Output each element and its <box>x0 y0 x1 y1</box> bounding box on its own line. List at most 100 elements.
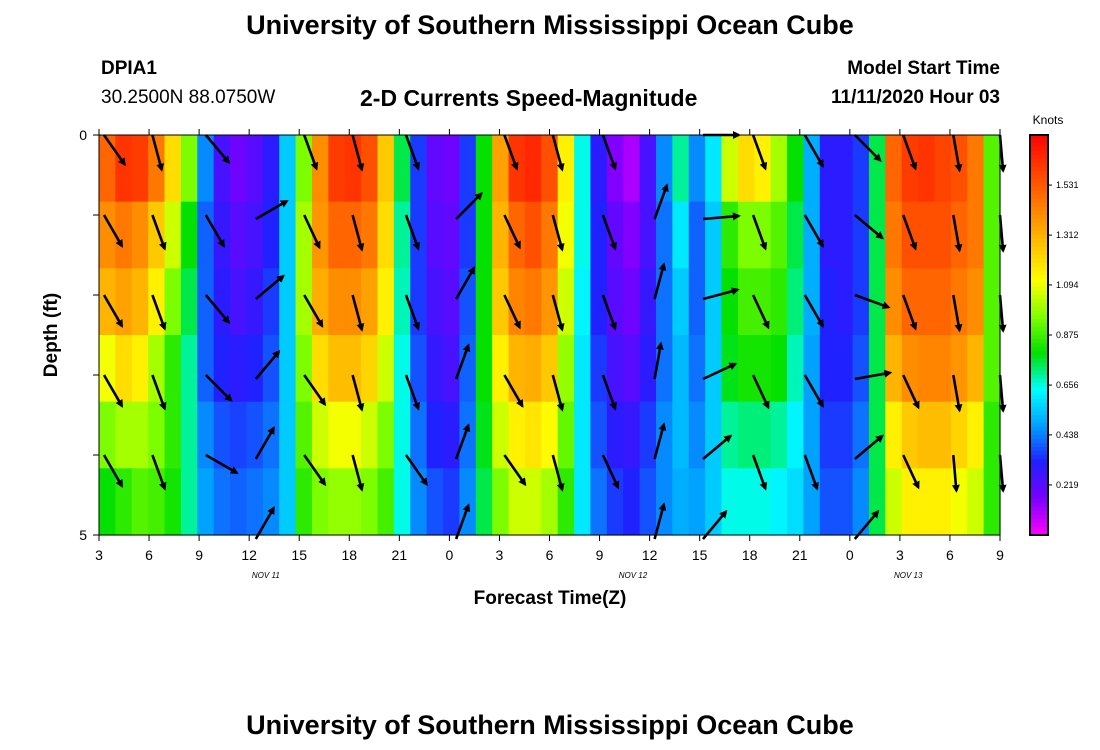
heatmap-cell <box>721 135 739 203</box>
heatmap-cell <box>508 468 526 536</box>
heatmap-cell <box>950 268 968 336</box>
current-arrow <box>702 509 728 540</box>
heatmap-cell <box>574 268 592 336</box>
heatmap-cell <box>180 468 198 536</box>
current-arrow <box>951 454 960 493</box>
heatmap-cell <box>213 401 231 469</box>
heatmap-cell <box>918 335 936 403</box>
heatmap-cell <box>983 468 1001 536</box>
colorbar-segment <box>1030 303 1048 308</box>
heatmap-cell <box>508 201 526 269</box>
heatmap-cell <box>606 201 624 269</box>
colorbar-segment <box>1030 531 1048 536</box>
current-arrow <box>601 294 617 331</box>
heatmap-cell <box>852 201 870 269</box>
heatmap-cell <box>819 401 837 469</box>
colorbar-segment <box>1030 375 1048 380</box>
heatmap-cell <box>705 468 723 536</box>
heatmap-cell <box>901 268 919 336</box>
colorbar-segment <box>1030 327 1048 332</box>
heatmap-cell <box>459 201 477 269</box>
heatmap-cell <box>213 135 231 203</box>
colorbar-segment <box>1030 399 1048 404</box>
colorbar-segment <box>1030 479 1048 484</box>
colorbar-segment <box>1030 463 1048 468</box>
heatmap-cell <box>230 401 248 469</box>
current-arrow <box>303 214 321 250</box>
heatmap-cell <box>426 268 444 336</box>
colorbar-segment <box>1030 235 1048 240</box>
heatmap-cell <box>590 201 608 269</box>
current-arrow <box>853 509 880 540</box>
colorbar-segment <box>1030 451 1048 456</box>
colorbar-segment <box>1030 499 1048 504</box>
colorbar-segment <box>1030 419 1048 424</box>
colorbar-segment <box>1030 243 1048 248</box>
heatmap-cell <box>410 401 428 469</box>
current-arrow <box>901 214 918 251</box>
colorbar-segment <box>1030 407 1048 412</box>
current-arrow <box>151 214 167 251</box>
colorbar-segment <box>1030 267 1048 272</box>
heatmap-cell <box>541 468 559 536</box>
heatmap-cell <box>770 135 788 203</box>
current-arrow <box>454 503 471 540</box>
heatmap-cell <box>148 468 166 536</box>
heatmap-cell <box>967 468 985 536</box>
colorbar-segment <box>1030 519 1048 524</box>
heatmap-cell <box>262 268 280 336</box>
heatmap-cell <box>688 201 706 269</box>
heatmap-cell <box>803 268 821 336</box>
heatmap-cell <box>672 268 690 336</box>
plot-title: 2-D Currents Speed-Magnitude <box>360 85 698 111</box>
colorbar-segment <box>1030 307 1048 312</box>
heatmap-cell <box>361 401 379 469</box>
x-tick-label: 18 <box>742 547 758 563</box>
heatmap-cell <box>311 135 329 203</box>
heatmap-cell <box>508 401 526 469</box>
heatmap-cell <box>410 468 428 536</box>
current-arrow <box>404 374 421 411</box>
colorbar-segment <box>1030 435 1048 440</box>
heatmap-cell <box>721 201 739 269</box>
colorbar-segment <box>1030 223 1048 228</box>
colorbar-segment <box>1030 171 1048 176</box>
heatmap-cell <box>443 401 460 469</box>
current-arrow <box>503 214 521 250</box>
date-label: NOV 11 <box>252 571 280 580</box>
heatmap-cell <box>197 401 215 469</box>
current-arrow <box>102 374 124 408</box>
colorbar-segment <box>1030 403 1048 408</box>
heatmap-cell <box>557 135 575 203</box>
current-arrow <box>151 294 167 331</box>
current-arrow <box>204 134 231 165</box>
current-arrow <box>902 454 920 490</box>
colorbar-segment <box>1030 179 1048 184</box>
heatmap-cell <box>197 268 215 336</box>
heatmap-cell <box>377 468 395 536</box>
heatmap-cell <box>246 401 264 469</box>
heatmap-cell <box>115 135 133 203</box>
colorbar-segment <box>1030 311 1048 316</box>
station-id: DPIA1 <box>101 58 157 79</box>
current-arrow <box>952 374 963 413</box>
colorbar-segment <box>1030 443 1048 448</box>
current-arrow <box>255 199 289 221</box>
heatmap-cell <box>328 201 346 269</box>
heatmap-cell <box>606 335 624 403</box>
heatmap-cell <box>705 268 723 336</box>
heatmap-cell <box>623 135 641 203</box>
heatmap-cell <box>885 335 903 403</box>
current-arrow <box>702 287 740 301</box>
heatmap-cell <box>918 468 936 536</box>
heatmap-cell <box>279 401 297 469</box>
x-tick-label: 6 <box>946 547 954 563</box>
heatmap-cell <box>131 468 149 536</box>
heatmap-cell <box>541 401 559 469</box>
colorbar-segment <box>1030 167 1048 172</box>
heatmap-cell <box>426 335 444 403</box>
heatmap-cell <box>377 335 395 403</box>
heatmap-cell <box>246 268 264 336</box>
colorbar-segment <box>1030 415 1048 420</box>
heatmap-cell <box>983 335 1001 403</box>
